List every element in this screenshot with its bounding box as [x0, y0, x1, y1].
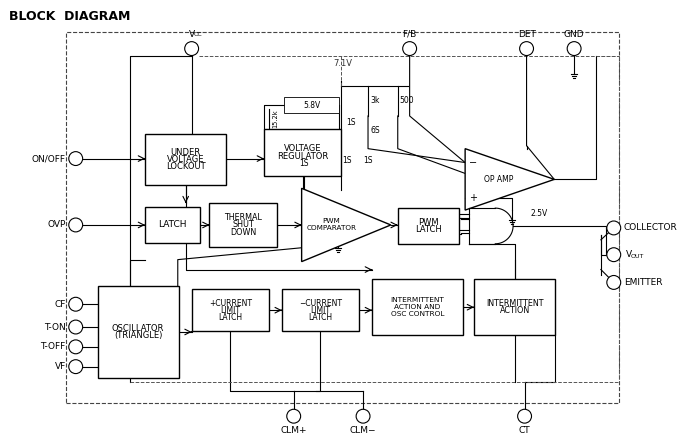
- Text: CC: CC: [193, 32, 202, 37]
- Bar: [191, 289, 269, 331]
- Circle shape: [69, 320, 83, 334]
- Text: T-OFF: T-OFF: [41, 342, 66, 351]
- Text: INTERMITTENT: INTERMITTENT: [486, 299, 543, 308]
- Bar: [66, 32, 618, 404]
- Text: PWM: PWM: [418, 218, 439, 227]
- Polygon shape: [302, 188, 391, 262]
- Text: +: +: [469, 193, 477, 203]
- Text: 2.5V: 2.5V: [531, 209, 548, 217]
- Text: CLM+: CLM+: [281, 426, 307, 435]
- Text: SHUT: SHUT: [232, 220, 254, 229]
- Text: +CURRENT: +CURRENT: [209, 299, 252, 308]
- Text: UNDER: UNDER: [171, 148, 201, 157]
- Text: V: V: [625, 250, 632, 259]
- Text: CT: CT: [519, 426, 531, 435]
- Text: 7.1V: 7.1V: [334, 60, 352, 68]
- Text: LATCH: LATCH: [158, 220, 187, 229]
- Circle shape: [69, 360, 83, 374]
- Text: BLOCK  DIAGRAM: BLOCK DIAGRAM: [9, 10, 131, 23]
- Circle shape: [287, 409, 301, 423]
- Text: (TRIANGLE): (TRIANGLE): [114, 331, 162, 340]
- Text: 5.8V: 5.8V: [303, 101, 320, 109]
- Text: 1S: 1S: [363, 156, 372, 165]
- Text: 6S: 6S: [371, 126, 381, 135]
- Circle shape: [69, 152, 83, 165]
- Circle shape: [356, 409, 370, 423]
- Circle shape: [607, 276, 621, 289]
- Bar: [209, 203, 277, 247]
- Text: ACTION: ACTION: [500, 306, 530, 315]
- Circle shape: [607, 221, 621, 235]
- Bar: [145, 207, 200, 243]
- Text: ON/OFF: ON/OFF: [32, 154, 66, 163]
- Text: 1S: 1S: [342, 156, 352, 165]
- Text: OSCILLATOR: OSCILLATOR: [112, 324, 164, 333]
- Text: LATCH: LATCH: [308, 313, 332, 321]
- Circle shape: [184, 41, 198, 56]
- Text: LIMIT: LIMIT: [310, 306, 330, 315]
- Text: LIMIT: LIMIT: [220, 306, 240, 315]
- Text: PWM
COMPARATOR: PWM COMPARATOR: [306, 218, 357, 232]
- Circle shape: [520, 41, 533, 56]
- Text: T-ON: T-ON: [44, 322, 66, 332]
- Text: CLM−: CLM−: [350, 426, 377, 435]
- Text: ACTION AND: ACTION AND: [395, 304, 441, 310]
- Text: LATCH: LATCH: [218, 313, 243, 321]
- Text: 15.2k: 15.2k: [272, 110, 278, 128]
- Text: 3k: 3k: [370, 96, 379, 105]
- Text: OSC CONTROL: OSC CONTROL: [391, 311, 444, 317]
- Text: −: −: [469, 157, 477, 168]
- Text: CF: CF: [55, 300, 66, 309]
- Polygon shape: [465, 149, 554, 210]
- Text: OP AMP: OP AMP: [484, 175, 513, 184]
- Text: VF: VF: [55, 362, 66, 371]
- Text: F/B: F/B: [403, 30, 417, 39]
- Text: DOWN: DOWN: [230, 228, 256, 237]
- Bar: [282, 289, 359, 331]
- Circle shape: [69, 340, 83, 354]
- Circle shape: [518, 409, 531, 423]
- Text: LOCKOUT: LOCKOUT: [166, 162, 205, 172]
- Bar: [284, 97, 339, 113]
- Text: 500: 500: [399, 96, 415, 105]
- Text: DET: DET: [518, 30, 536, 39]
- Bar: [398, 208, 460, 244]
- Circle shape: [69, 297, 83, 311]
- Text: OUT: OUT: [631, 254, 644, 259]
- Circle shape: [567, 41, 581, 56]
- Text: EMITTER: EMITTER: [624, 278, 662, 287]
- Bar: [264, 129, 341, 176]
- Bar: [474, 280, 556, 335]
- Text: 1S: 1S: [299, 159, 308, 168]
- Text: LATCH: LATCH: [415, 225, 442, 234]
- Circle shape: [403, 41, 417, 56]
- Text: VOLTAGE: VOLTAGE: [284, 144, 321, 153]
- Circle shape: [69, 218, 83, 232]
- Bar: [145, 134, 227, 185]
- Circle shape: [607, 248, 621, 262]
- Text: 1S: 1S: [346, 118, 356, 127]
- Text: −CURRENT: −CURRENT: [299, 299, 342, 308]
- Text: GND: GND: [564, 30, 585, 39]
- Text: INTERMITTENT: INTERMITTENT: [390, 298, 444, 303]
- Text: V: V: [189, 30, 195, 39]
- Text: THERMAL: THERMAL: [225, 213, 262, 222]
- Text: REGULATOR: REGULATOR: [277, 152, 328, 161]
- Text: COLLECTOR: COLLECTOR: [624, 224, 677, 232]
- Text: OVP: OVP: [48, 220, 66, 229]
- Bar: [372, 280, 463, 335]
- Text: VOLTAGE: VOLTAGE: [167, 155, 205, 164]
- Bar: [97, 286, 179, 377]
